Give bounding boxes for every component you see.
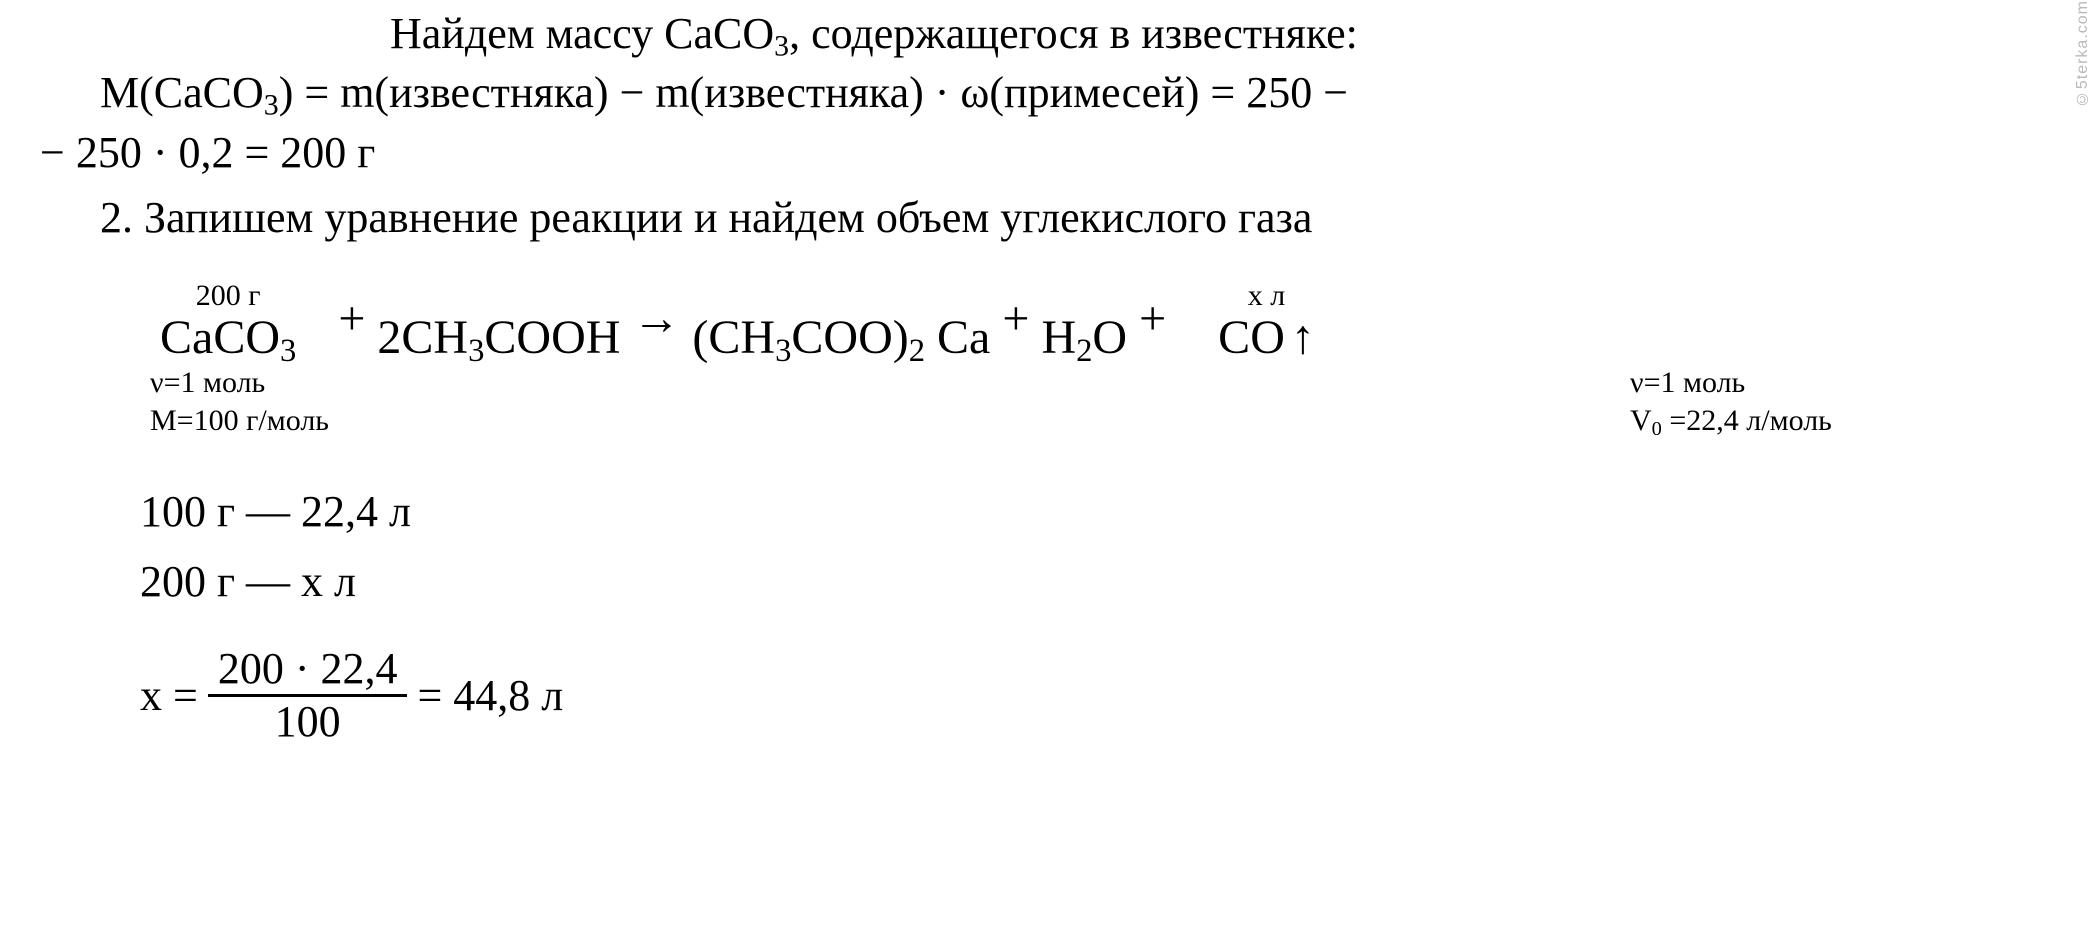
text-line-1: Найдем массу CaCO3, содержащегося в изве…	[40, 4, 2064, 63]
proportion-block: 100 г — 22,4 л 200 г — x л	[140, 477, 2064, 618]
rhs: = 44,8 л	[417, 666, 563, 725]
operator-plus: +	[326, 287, 377, 362]
numerator: 200 · 22,4	[208, 646, 408, 697]
operator-plus: +	[990, 287, 1041, 362]
fraction: 200 · 22,4 100	[208, 646, 408, 745]
formula: CaCO3	[160, 314, 296, 362]
text-line-2: M(CaCO3) = m(известняка) − m(известняка)…	[40, 63, 2064, 122]
equation-annotations: ν=1 моль M=100 г/моль ν=1 моль V0 =22,4 …	[150, 364, 2064, 439]
text: ν=1 моль	[150, 364, 450, 402]
result-equation: x = 200 · 22,4 100 = 44,8 л	[140, 646, 2064, 745]
term-product1: (CH3COO)2 Ca	[692, 314, 990, 362]
subscript: 3	[775, 333, 791, 369]
text-line-3: − 250 · 0,2 = 200 г	[40, 123, 2064, 182]
operator-arrow: →	[620, 287, 692, 362]
ratio-line-2: 200 г — x л	[140, 547, 2064, 617]
text: COOH	[484, 311, 620, 364]
text: Найдем массу CaCO	[390, 9, 774, 58]
text: , содержащегося в известняке:	[789, 9, 1358, 58]
formula: (CH3COO)2 Ca	[692, 314, 990, 362]
chemical-equation: 200 г CaCO3 + 2CH3COOH → (CH3COO)2 Ca + …	[160, 276, 2064, 363]
formula: H2O	[1041, 314, 1127, 362]
text: Ca	[925, 311, 990, 364]
denominator: 100	[275, 697, 341, 745]
watermark: ©5terka.com	[2072, 0, 2094, 107]
text: ν=1 моль	[1630, 364, 1832, 402]
text: M=100 г/моль	[150, 402, 450, 440]
subscript: 2	[909, 333, 925, 369]
lhs: x =	[140, 666, 198, 725]
text: CaCO	[160, 311, 280, 364]
text: COO)	[791, 311, 908, 364]
text: 2CH	[377, 311, 468, 364]
text-line-4: 2. Запишем уравнение реакции и найдем об…	[40, 188, 2064, 247]
text: 2. Запишем уравнение реакции и найдем об…	[100, 193, 1312, 242]
subscript: 3	[468, 333, 484, 369]
text: M(CaCO	[100, 68, 264, 117]
text: (CH	[692, 311, 775, 364]
text: O	[1092, 311, 1127, 364]
text: H	[1041, 311, 1076, 364]
subscript: 3	[264, 89, 279, 122]
document-page: ©5terka.com Найдем массу CaCO3, содержащ…	[0, 0, 2094, 765]
annotation-right: ν=1 моль V0 =22,4 л/моль	[1630, 364, 1832, 439]
subscript: 0	[1652, 418, 1662, 440]
text: V0 =22,4 л/моль	[1630, 402, 1832, 440]
term-caco3: 200 г CaCO3	[160, 276, 296, 363]
text: =22,4 л/моль	[1662, 404, 1832, 437]
annotation-left: ν=1 моль M=100 г/моль	[150, 364, 450, 439]
formula: CO↑	[1218, 314, 1315, 362]
annotation-above: x л	[1248, 276, 1285, 317]
term-ch3cooh: 2CH3COOH	[377, 314, 620, 362]
formula: 2CH3COOH	[377, 314, 620, 362]
text: ) = m(известняка) − m(известняка) · ω(пр…	[279, 68, 1348, 117]
text: CO	[1218, 311, 1285, 364]
operator-plus: +	[1127, 287, 1178, 362]
ratio-line-1: 100 г — 22,4 л	[140, 477, 2064, 547]
subscript: 2	[1076, 333, 1092, 369]
gas-arrow-icon: ↑	[1291, 311, 1315, 364]
subscript: 3	[774, 29, 789, 62]
text: − 250 · 0,2 = 200 г	[40, 128, 375, 177]
term-h2o: H2O	[1041, 314, 1127, 362]
annotation-above: 200 г	[196, 276, 261, 317]
text: V	[1630, 404, 1652, 437]
term-co: x л CO↑	[1218, 276, 1315, 363]
